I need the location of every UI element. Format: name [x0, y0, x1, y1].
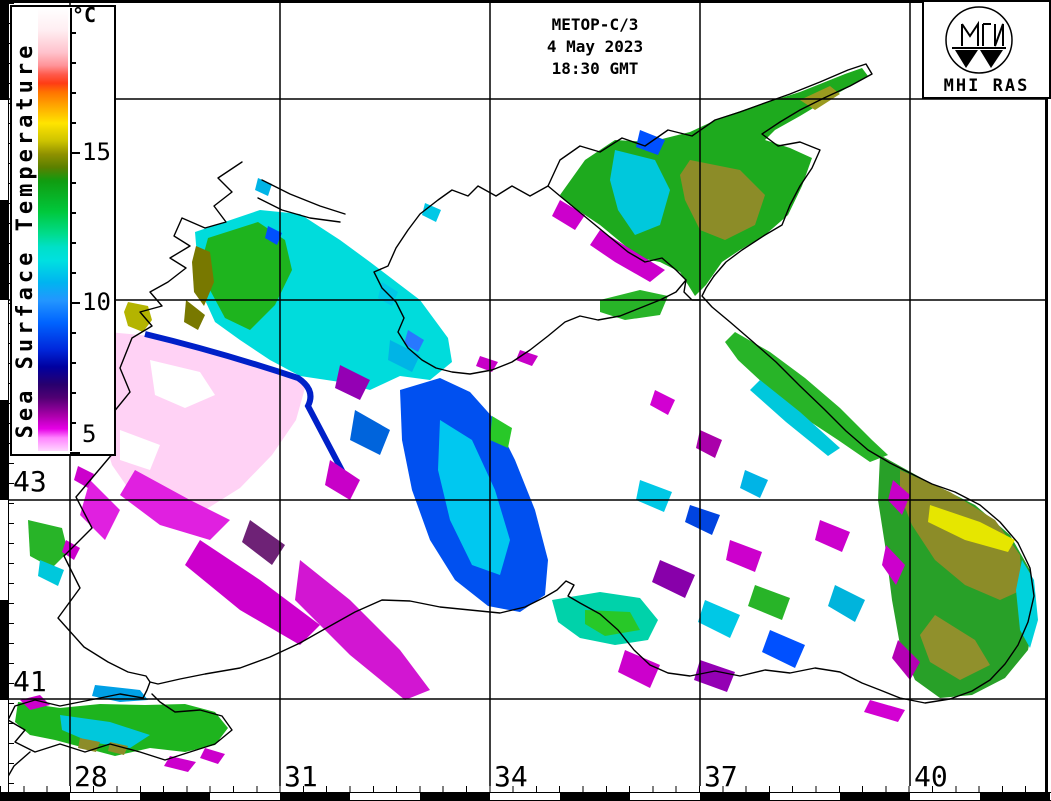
colorbar-strip	[38, 8, 68, 451]
frame-top	[0, 0, 1051, 3]
degree-celsius-label: °C	[72, 3, 97, 27]
colorbar-minor-tick	[70, 92, 76, 94]
coastline	[5, 63, 1035, 781]
lon-label-34: 34	[494, 760, 528, 793]
frame-ticks-bottom	[0, 786, 1045, 792]
lon-label-28: 28	[74, 760, 108, 793]
mhi-logo-emblem	[945, 6, 1013, 74]
frame-zebra-bottom	[0, 792, 1051, 801]
colorbar-minor-tick	[70, 32, 76, 34]
colorbar-minor-tick	[70, 422, 76, 424]
colorbar-minor-tick	[70, 212, 76, 214]
lat-label-43: 43	[13, 465, 47, 498]
colorbar-axis	[70, 8, 72, 451]
mhi-logo: MHI RAS	[922, 0, 1051, 99]
grid-lines	[9, 3, 1045, 786]
colorbar-minor-tick	[70, 242, 76, 244]
colorbar-tick-label-5: 5	[82, 420, 97, 448]
colorbar-tick-label-10: 10	[82, 288, 111, 316]
colorbar-tick-label-15: 15	[82, 138, 111, 166]
colorbar-major-tick	[70, 302, 80, 304]
satellite-name: METOP-C/3	[551, 15, 639, 34]
mhi-logo-label: MHI RAS	[943, 76, 1030, 96]
colorbar-minor-tick	[70, 392, 76, 394]
lon-label-37: 37	[704, 760, 738, 793]
colorbar-minor-tick	[70, 122, 76, 124]
temperature-field	[15, 68, 1038, 772]
colorbar: Sea Surface Temperature °C 15 10 5	[10, 3, 116, 456]
colorbar-major-tick	[70, 152, 80, 154]
colorbar-minor-tick	[70, 182, 76, 184]
scene-time: 18:30 GMT	[551, 59, 639, 78]
colorbar-minor-tick	[70, 362, 76, 364]
lon-label-31: 31	[284, 760, 318, 793]
colorbar-title: Sea Surface Temperature	[13, 41, 38, 439]
colorbar-minor-tick	[70, 332, 76, 334]
lon-label-40: 40	[914, 760, 948, 793]
scene-info-box: METOP-C/3 4 May 2023 18:30 GMT	[490, 14, 700, 80]
frame-right	[1045, 0, 1048, 801]
lat-label-41: 41	[13, 665, 47, 698]
colorbar-minor-tick	[70, 62, 76, 64]
colorbar-minor-tick	[70, 272, 76, 274]
scene-date: 4 May 2023	[546, 37, 644, 56]
frame-zebra-left	[0, 0, 9, 792]
colorbar-major-tick	[70, 452, 80, 454]
